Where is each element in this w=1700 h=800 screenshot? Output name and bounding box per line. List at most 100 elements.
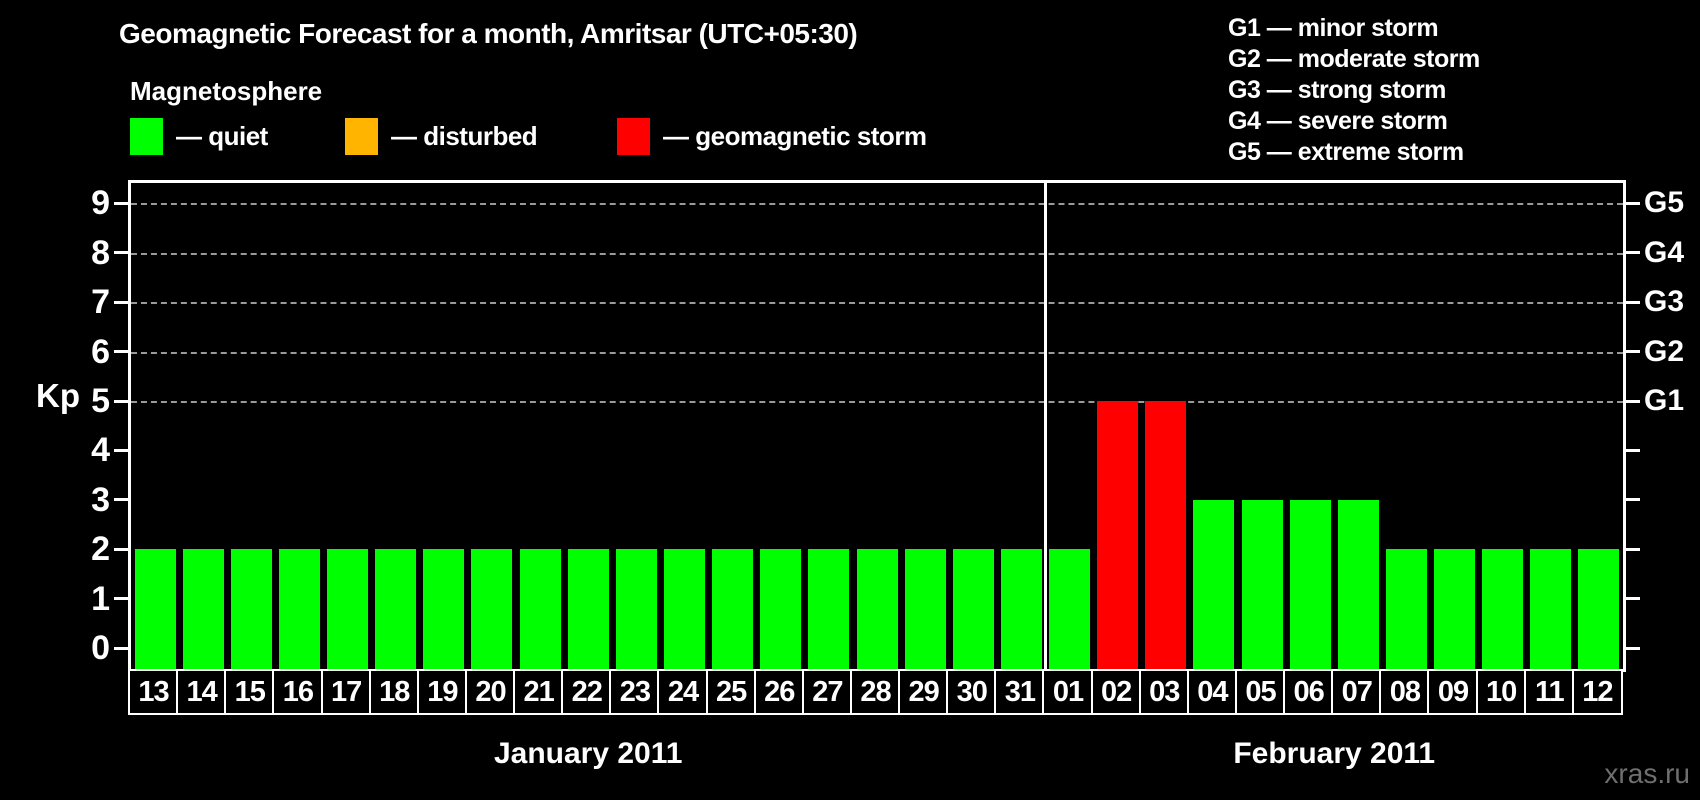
g-axis-label-g4: G4 [1644, 235, 1685, 269]
right-tick-kp9 [1626, 201, 1640, 205]
day-cell-08: 08 [1379, 669, 1431, 715]
y-tick-label-0: 0 [91, 629, 110, 667]
right-tick-kp2 [1626, 547, 1640, 551]
g-axis-label-g3: G3 [1644, 285, 1685, 319]
kp-bar-20 [471, 549, 513, 669]
kp-bar-05 [1241, 499, 1283, 669]
kp-bar-29 [904, 549, 946, 669]
kp-bar-01 [1049, 549, 1091, 669]
day-cell-25: 25 [705, 669, 757, 715]
day-cell-23: 23 [609, 669, 661, 715]
left-tick-kp9 [114, 201, 128, 205]
day-cell-07: 07 [1331, 669, 1383, 715]
gridline-kp8 [131, 252, 1623, 255]
y-tick-label-5: 5 [91, 382, 110, 420]
left-tick-kp3 [114, 498, 128, 502]
kp-bar-12 [1578, 549, 1620, 669]
kp-bar-28 [856, 549, 898, 669]
day-cell-03: 03 [1138, 669, 1190, 715]
kp-bar-27 [808, 549, 850, 669]
kp-bar-08 [1385, 549, 1427, 669]
day-cell-01: 01 [1042, 669, 1094, 715]
day-cell-21: 21 [513, 669, 565, 715]
kp-bar-31 [1000, 549, 1042, 669]
kp-bar-15 [230, 549, 272, 669]
left-tick-kp8 [114, 251, 128, 255]
legend-item-quiet: — quiet [130, 116, 268, 156]
storm-color-swatch [617, 117, 650, 155]
plot-area [128, 180, 1626, 672]
kp-bar-21 [519, 549, 561, 669]
day-cell-19: 19 [416, 669, 468, 715]
g-scale-legend-line: G5 — extreme storm [1228, 138, 1464, 166]
day-cell-09: 09 [1427, 669, 1479, 715]
kp-bar-04 [1193, 499, 1235, 669]
magnetosphere-legend-heading: Magnetosphere [130, 76, 323, 106]
kp-bar-10 [1482, 549, 1524, 669]
left-tick-kp5 [114, 399, 128, 403]
kp-bar-19 [423, 549, 465, 669]
right-tick-kp7 [1626, 300, 1640, 304]
day-cell-02: 02 [1090, 669, 1142, 715]
kp-bar-24 [663, 549, 705, 669]
y-tick-label-1: 1 [91, 579, 110, 618]
g-scale-legend-line: G3 — strong storm [1228, 76, 1446, 104]
right-tick-kp6 [1626, 350, 1640, 354]
day-cell-29: 29 [898, 669, 950, 715]
day-cell-20: 20 [464, 669, 517, 715]
left-tick-kp7 [114, 300, 128, 304]
legend-item-label: — quiet [176, 120, 268, 151]
kp-bar-14 [182, 549, 224, 669]
kp-bar-13 [134, 549, 176, 669]
left-tick-kp0 [114, 646, 128, 650]
day-cell-13: 13 [128, 669, 180, 715]
right-tick-kp3 [1626, 498, 1640, 502]
kp-bar-02 [1097, 401, 1139, 669]
kp-bar-09 [1434, 549, 1476, 669]
day-cell-11: 11 [1523, 669, 1575, 715]
y-tick-label-9: 9 [91, 184, 110, 223]
gridline-kp9 [131, 203, 1623, 206]
legend-item-label: — geomagnetic storm [663, 120, 927, 151]
day-cell-06: 06 [1283, 669, 1335, 715]
day-cell-10: 10 [1475, 669, 1527, 715]
right-tick-kp4 [1626, 448, 1640, 452]
kp-bar-06 [1289, 499, 1331, 669]
left-tick-kp4 [114, 448, 128, 452]
kp-bar-16 [278, 549, 320, 669]
right-tick-kp1 [1626, 597, 1640, 601]
watermark: xras.ru [1604, 758, 1690, 789]
g-scale-legend: G1 — minor storm G2 — moderate storm G3 — … [1228, 13, 1480, 168]
day-cell-30: 30 [946, 669, 998, 715]
day-cell-05: 05 [1234, 669, 1287, 715]
kp-bar-18 [375, 549, 417, 669]
gridline-kp6 [131, 351, 1623, 354]
day-cell-14: 14 [176, 669, 228, 715]
month-separator-line [1043, 183, 1047, 669]
legend-item-disturbed: — disturbed [345, 116, 538, 156]
right-tick-kp8 [1626, 251, 1640, 255]
day-cell-15: 15 [224, 669, 276, 715]
y-tick-label-6: 6 [91, 332, 110, 371]
day-cell-16: 16 [272, 669, 324, 715]
g-scale-legend-line: G1 — minor storm [1228, 14, 1439, 42]
disturbed-color-swatch [345, 117, 378, 155]
y-tick-label-4: 4 [91, 431, 110, 470]
legend-item-label: — disturbed [391, 120, 538, 151]
day-cell-24: 24 [657, 669, 709, 715]
day-cell-27: 27 [801, 669, 853, 715]
kp-bar-07 [1337, 499, 1379, 669]
kp-bar-30 [952, 549, 994, 669]
day-cell-17: 17 [320, 669, 372, 715]
g-axis-label-g2: G2 [1644, 334, 1685, 368]
g-axis-label-g1: G1 [1644, 384, 1685, 417]
day-cell-28: 28 [849, 669, 902, 715]
g-axis-label-g5: G5 [1644, 186, 1685, 220]
kp-bar-11 [1530, 549, 1572, 669]
left-tick-kp1 [114, 597, 128, 601]
kp-bar-26 [760, 549, 802, 669]
y-tick-label-8: 8 [91, 233, 110, 272]
quiet-color-swatch [130, 117, 163, 155]
kp-bar-17 [327, 549, 369, 669]
